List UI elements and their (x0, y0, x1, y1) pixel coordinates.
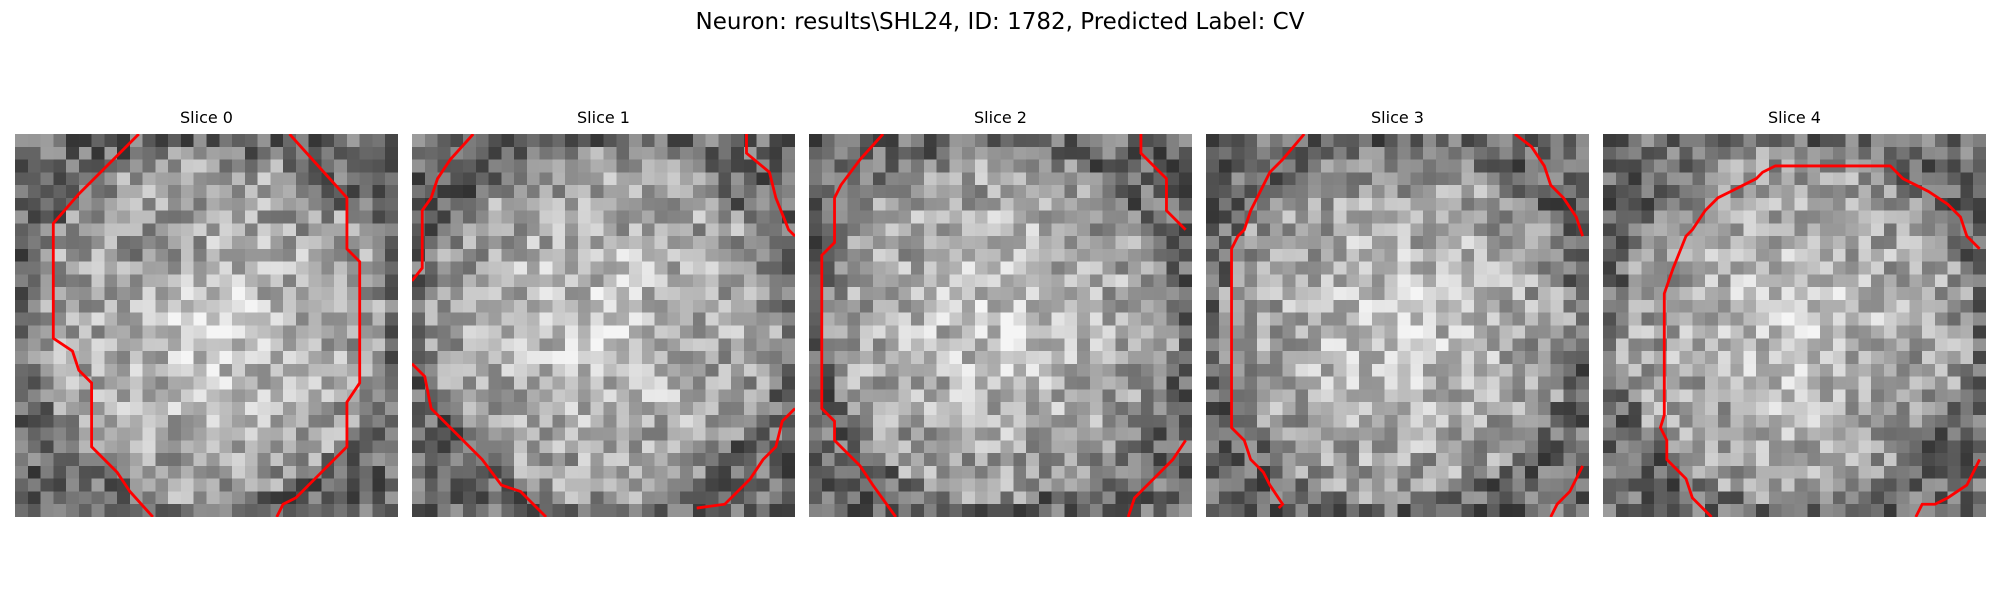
slice-title-1: Slice 1 (577, 108, 630, 127)
cell-contour-1c (745, 134, 795, 238)
cell-contour-3b (1514, 134, 1584, 237)
slice-title-2: Slice 2 (974, 108, 1027, 127)
slice-panel-0: Slice 0 (15, 108, 398, 517)
pixel-grid-3 (1206, 134, 1589, 517)
cell-contour-4b (1914, 458, 1981, 517)
slice-panel-1: Slice 1 (412, 108, 795, 517)
cell-contour-2a (820, 134, 897, 517)
cell-contour-0a (51, 134, 154, 517)
slice-image-2 (809, 134, 1192, 517)
slice-title-0: Slice 0 (180, 108, 233, 127)
slice-panel-2: Slice 2 (809, 108, 1192, 517)
slice-title-4: Slice 4 (1768, 108, 1821, 127)
cell-contour-3c (1549, 465, 1584, 517)
cell-contour-2c (1126, 439, 1187, 517)
figure-title: Neuron: results\SHL24, ID: 1782, Predict… (695, 9, 1305, 35)
slice-title-3: Slice 3 (1371, 108, 1424, 127)
pixel-grid-1 (412, 134, 795, 517)
slice-panel-3: Slice 3 (1206, 108, 1589, 517)
slice-image-1 (412, 134, 795, 517)
cell-contour-1d (696, 407, 795, 510)
pixel-grid-0 (15, 134, 398, 517)
pixel-grid-2 (809, 134, 1192, 517)
slice-image-3 (1206, 134, 1589, 517)
slice-panel-4: Slice 4 (1603, 108, 1986, 517)
cell-contour-0b (275, 134, 362, 517)
cell-contour-2b (1139, 134, 1187, 231)
slice-image-4 (1603, 134, 1986, 517)
slice-image-0 (15, 134, 398, 517)
cell-contour-1a (412, 134, 475, 282)
cell-contour-3a (1230, 134, 1306, 510)
cell-contour-4 (1658, 164, 1981, 517)
cell-contour-1b (412, 362, 548, 517)
